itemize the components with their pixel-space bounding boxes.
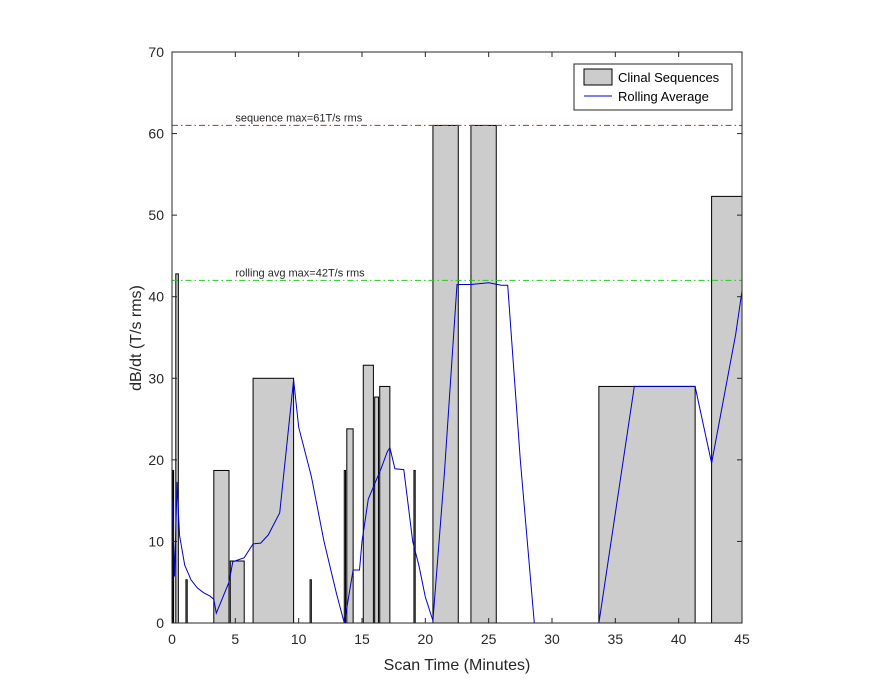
reference-line-label: sequence max=61T/s rms (235, 112, 362, 124)
y-tick-label: 70 (148, 44, 164, 60)
sequence-bar (175, 273, 179, 624)
reference-line-label: rolling avg max=42T/s rms (235, 267, 365, 279)
sequence-bar (470, 124, 497, 624)
sequence-bars (172, 124, 743, 624)
y-tick-label: 40 (148, 289, 164, 305)
y-tick-label: 10 (148, 533, 164, 549)
sequence-bar (362, 364, 374, 624)
sequence-bar (229, 560, 245, 624)
legend-patch-icon (583, 68, 613, 86)
y-tick-label: 0 (156, 615, 164, 631)
x-tick-label: 10 (291, 631, 307, 647)
x-tick-label: 5 (231, 631, 239, 647)
sequence-bar (598, 385, 696, 624)
sequence-bar (711, 195, 743, 624)
x-tick-label: 30 (544, 631, 560, 647)
rolling-average-series (172, 282, 743, 624)
y-tick-label: 20 (148, 452, 164, 468)
x-tick-label: 40 (671, 631, 687, 647)
x-axis-ticks: 0 5 10 15 20 25 30 35 40 45 (168, 52, 750, 647)
legend: Clinal Sequences Rolling Average (573, 63, 733, 111)
plot-frame (171, 51, 743, 624)
legend-label-sequences: Clinal Sequences (618, 70, 720, 85)
sequence-bar (379, 385, 391, 624)
y-axis-title: dB/dt (T/s rms) (128, 285, 145, 391)
sequence-bar (343, 469, 347, 624)
sequence-bar (346, 428, 354, 624)
x-tick-label: 20 (418, 631, 434, 647)
reference-lines: sequence max=61T/s rms rolling avg max=42… (172, 112, 742, 281)
y-tick-label: 30 (148, 370, 164, 386)
x-axis-title: Scan Time (Minutes) (384, 657, 531, 674)
rolling-average-line (172, 282, 743, 624)
y-tick-label: 50 (148, 207, 164, 223)
sequence-bar (432, 124, 459, 624)
x-tick-label: 45 (734, 631, 750, 647)
x-tick-label: 15 (354, 631, 370, 647)
x-tick-label: 35 (608, 631, 624, 647)
y-tick-label: 60 (148, 126, 164, 142)
sequence-bar (185, 579, 188, 624)
y-axis-ticks: 0 10 20 30 40 50 60 70 (148, 44, 742, 631)
x-tick-label: 25 (481, 631, 497, 647)
sequence-bar (252, 377, 295, 624)
sequence-bar (309, 579, 312, 624)
sequence-bar (374, 396, 379, 624)
legend-label-rolling: Rolling Average (618, 89, 709, 104)
x-tick-label: 0 (168, 631, 176, 647)
